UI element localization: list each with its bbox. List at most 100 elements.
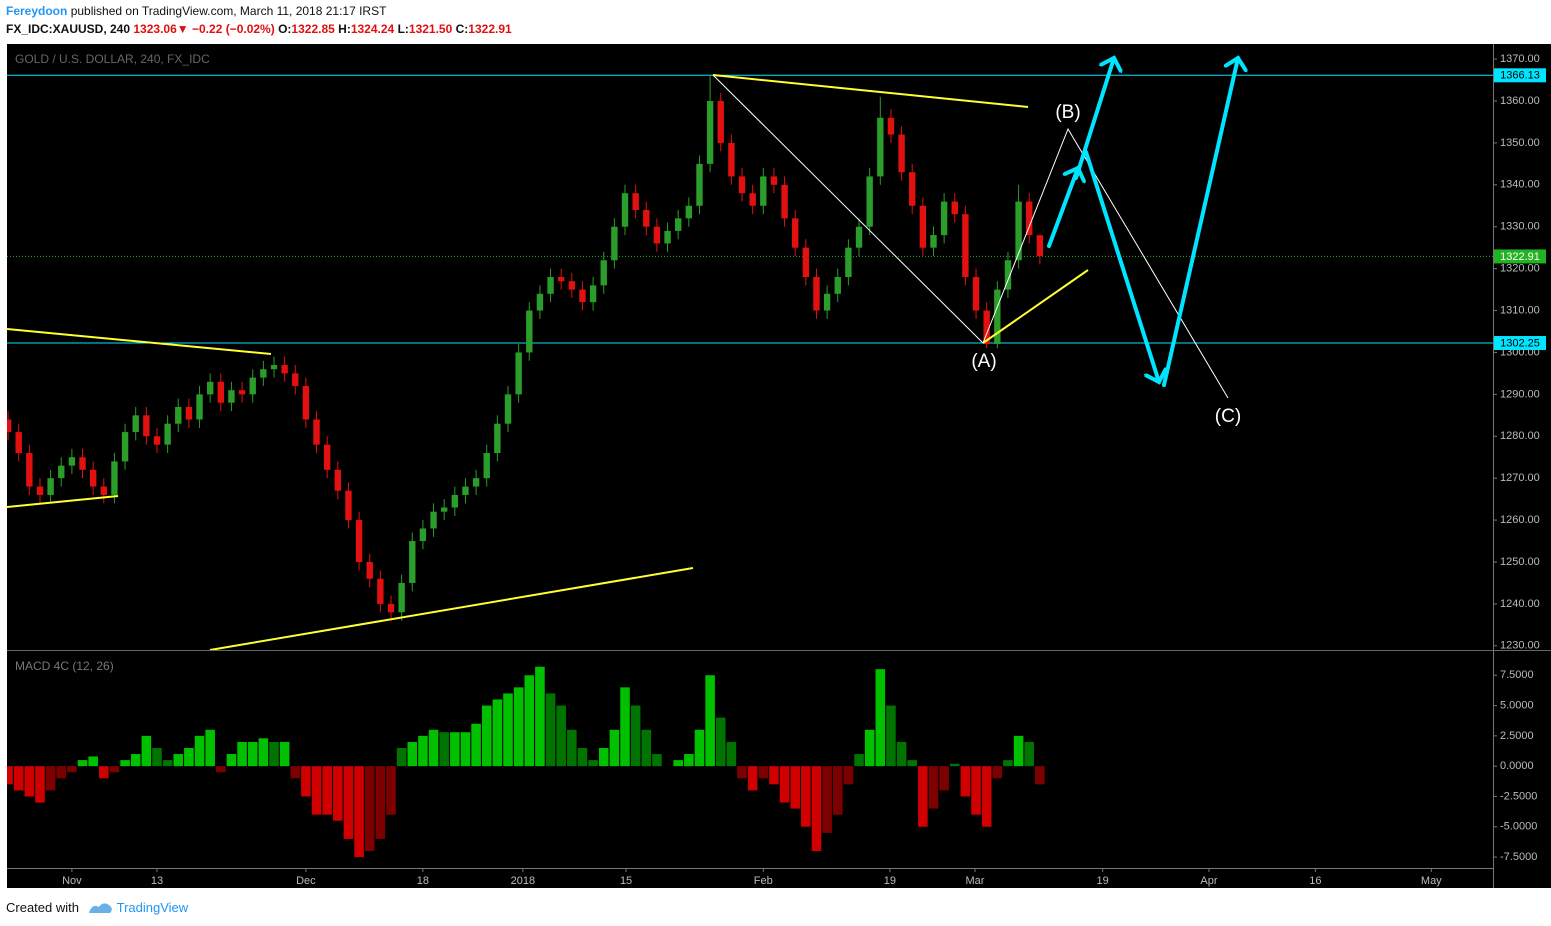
histogram-bar <box>758 766 769 779</box>
axes: 1230.00 1240.00 1250.00 1260.00 1270.00 1280.… <box>62 53 1546 887</box>
histogram-bar <box>439 732 449 767</box>
histogram-bar <box>960 766 971 797</box>
candle-body <box>462 486 469 495</box>
histogram-bar <box>843 766 854 785</box>
histogram-bar <box>747 766 758 791</box>
histogram-bar <box>301 766 311 797</box>
histogram-bar <box>928 766 939 809</box>
y-tick-label: 1330.00 <box>1500 221 1540 233</box>
y-tick-label: 1320.00 <box>1500 263 1540 275</box>
histogram-bar <box>364 766 375 852</box>
histogram-bar <box>918 766 928 827</box>
tv-logo <box>89 903 112 913</box>
candle-body <box>675 218 682 231</box>
histogram-bar <box>811 766 822 852</box>
histogram-bar <box>949 763 960 767</box>
price-label-box <box>1494 336 1546 351</box>
candle-body <box>621 193 629 227</box>
candle-body <box>972 277 980 311</box>
candle-body <box>834 277 841 294</box>
candle-body <box>58 465 65 479</box>
histogram-bar <box>939 766 949 791</box>
candle-body <box>1015 201 1022 261</box>
histogram-bar <box>726 741 737 767</box>
candle-body <box>558 277 565 282</box>
histogram-bar <box>77 760 88 767</box>
y-tick-label: 0.0000 <box>1500 760 1534 772</box>
low: 1321.50 <box>408 22 453 36</box>
histogram-bar <box>705 675 715 767</box>
candle-body <box>589 285 597 303</box>
y-tick-label: 1290.00 <box>1500 388 1540 400</box>
y-tick-label: -7.5000 <box>1500 851 1537 863</box>
histogram-bar <box>162 760 173 767</box>
histogram-bar <box>907 760 918 767</box>
y-tick-label: 1270.00 <box>1500 472 1540 484</box>
candle-body <box>440 507 448 512</box>
candle-body <box>26 453 33 487</box>
candle-body <box>377 578 384 604</box>
footer: Created with TradingView <box>6 900 188 915</box>
histogram-bar <box>875 669 886 767</box>
published: published on TradingView.com, March 11, … <box>70 4 387 18</box>
author[interactable]: Fereydoon <box>6 4 68 18</box>
histogram-bar <box>832 766 843 815</box>
candle-body <box>664 230 671 244</box>
candle-body <box>600 260 607 286</box>
candle-body <box>951 201 958 215</box>
histogram-bar <box>205 729 215 767</box>
candle-body <box>547 277 554 294</box>
histogram-bar <box>7 766 13 785</box>
o-label: O: <box>278 22 292 36</box>
histogram-bar <box>24 766 35 797</box>
high: 1324.24 <box>350 22 395 36</box>
histogram-bar <box>35 766 45 803</box>
candle-body <box>398 582 405 613</box>
x-tick-label: 16 <box>1309 875 1321 887</box>
candle-body <box>89 469 97 487</box>
histogram-bar <box>854 754 864 767</box>
y-tick-label: 1240.00 <box>1500 598 1540 610</box>
trendline <box>209 567 694 650</box>
candle-body <box>1036 235 1044 257</box>
candle-body <box>781 184 788 219</box>
candle-body <box>749 193 756 206</box>
histogram-bar <box>694 729 705 767</box>
candle-body <box>68 457 76 466</box>
candle-body <box>930 235 937 248</box>
histogram-bar <box>407 741 418 767</box>
histogram-bar <box>99 766 109 779</box>
x-tick-label: 2018 <box>511 875 535 887</box>
close: 1322.91 <box>468 22 512 36</box>
histogram-bar <box>715 717 726 767</box>
x-tick-label: 15 <box>620 875 632 887</box>
candle-body <box>738 176 746 194</box>
candle-body <box>717 100 724 143</box>
histogram-bar <box>13 766 24 791</box>
candle-body <box>323 444 331 470</box>
candle-body <box>153 436 161 445</box>
histogram-bar <box>790 766 800 809</box>
histogram-bar <box>598 747 609 767</box>
histogram-bar <box>545 693 556 767</box>
price-pane <box>7 74 1493 621</box>
c-label: C: <box>455 22 469 36</box>
candle-body <box>770 176 778 185</box>
histogram-bar <box>524 675 535 767</box>
wave-line <box>982 127 1229 399</box>
candle-body <box>813 277 820 311</box>
histogram-bar <box>141 735 152 767</box>
histogram-bar <box>577 747 588 767</box>
open: 1322.85 <box>291 22 335 36</box>
histogram-bar <box>343 766 354 839</box>
histogram-bar <box>184 747 194 767</box>
y-tick-label: 1230.00 <box>1500 640 1540 652</box>
histogram-bar <box>386 766 396 815</box>
histogram-bar <box>769 766 779 785</box>
candle-body <box>823 293 831 311</box>
histogram-bar <box>247 741 258 767</box>
candle-body <box>494 423 501 454</box>
histogram-bar <box>1024 741 1035 767</box>
trendlines <box>7 74 1089 650</box>
brand[interactable]: TradingView <box>116 900 189 915</box>
